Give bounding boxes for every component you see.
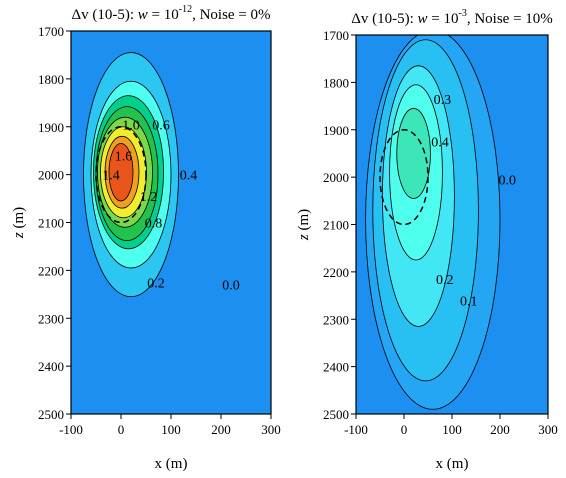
x-axis-label: x (m) [155,456,188,472]
y-axis-label-var: z [296,234,312,241]
y-axis-label-unit: (m) [11,207,27,232]
chart-panel-2: 0.3 0.4 0.0 0.2 0.1 -100 0 100 200 300 1700 1800 190… [296,8,558,472]
chart-panel-1: 1.6 1.4 1.0 0.6 1.2 0.4 0.8 0.2 0.0 -100 0 100 200 30… [11,4,281,472]
contour-label: 1.0 [122,118,140,133]
contour-label: 0.2 [436,273,454,288]
y-tick-label: 1900 [323,123,349,138]
contour-label: 0.8 [145,217,163,232]
contour-label: 0.4 [180,169,198,184]
contour-region-0-4 [396,108,431,199]
title-equals: = 10 [148,7,179,23]
x-tick-label: 0 [401,422,408,437]
dashed-ellipse [379,129,429,226]
x-tick-label: 200 [490,422,510,437]
contour-label: 0.2 [147,276,165,291]
y-tick-label: 2300 [323,312,349,327]
x-tick-label: 0 [118,422,125,437]
title-variable: w [138,7,148,23]
y-tick-label: 1900 [38,120,64,135]
title-suffix: , Noise = 10% [467,11,553,27]
contour-label: 1.4 [102,169,120,184]
dashed-ellipse [95,126,147,224]
x-tick-label: 100 [442,422,462,437]
y-tick-label: 2100 [38,216,64,231]
chart-title: Δv (10-5): w = 10-12, Noise = 0% [71,4,270,23]
contour-label: 0.0 [222,279,240,294]
title-exponent: -12 [179,4,192,15]
y-axis-label: z (m) [296,209,312,241]
contour-label: 0.4 [431,136,449,151]
y-axis-label: z (m) [11,207,27,239]
y-tick-label: 2200 [38,263,64,278]
contour-region-1-6 [108,143,134,202]
x-tick-label: -100 [59,422,83,437]
y-axis-label-unit: (m) [296,209,312,234]
y-tick-label: 2200 [323,265,349,280]
y-tick-label: 1800 [38,72,64,87]
x-tick-label: 300 [538,422,558,437]
y-tick-label: 2300 [38,311,64,326]
title-variable: w [418,11,428,27]
x-tick-label: 100 [161,422,181,437]
y-tick-label: 1700 [38,24,64,39]
chart-title: Δv (10-5): w = 10-3, Noise = 10% [351,8,553,27]
contour-label: 0.0 [498,173,516,188]
y-tick-label: 2500 [38,407,64,422]
x-tick-label: 300 [261,422,281,437]
contour-label: 1.6 [115,149,133,164]
y-tick-label: 2000 [323,170,349,185]
y-tick-label: 2400 [323,360,349,375]
y-axis-label-var: z [11,232,27,239]
y-tick-label: 2400 [38,359,64,374]
y-tick-label: 2100 [323,218,349,233]
x-tick-label: -100 [344,422,368,437]
title-exponent: -3 [459,8,467,19]
y-tick-label: 1800 [323,75,349,90]
x-tick-label: 200 [211,422,231,437]
contour-layer: 0.3 0.4 0.0 0.2 0.1 [365,35,516,410]
title-prefix: Δv (10-5): [71,7,137,23]
contour-layer: 1.6 1.4 1.0 0.6 1.2 0.4 0.8 0.2 0.0 [83,52,240,298]
contour-label: 0.6 [152,118,170,133]
y-tick-label: 1700 [323,28,349,43]
contour-label: 0.3 [434,93,452,108]
x-axis-label: x (m) [436,456,469,472]
y-tick-label: 2500 [323,407,349,422]
contour-label: 0.1 [460,294,478,309]
title-prefix: Δv (10-5): [351,11,417,27]
y-tick-label: 2000 [38,168,64,183]
title-equals: = 10 [428,11,459,27]
title-suffix: , Noise = 0% [192,7,270,23]
contour-label: 1.2 [140,190,158,205]
